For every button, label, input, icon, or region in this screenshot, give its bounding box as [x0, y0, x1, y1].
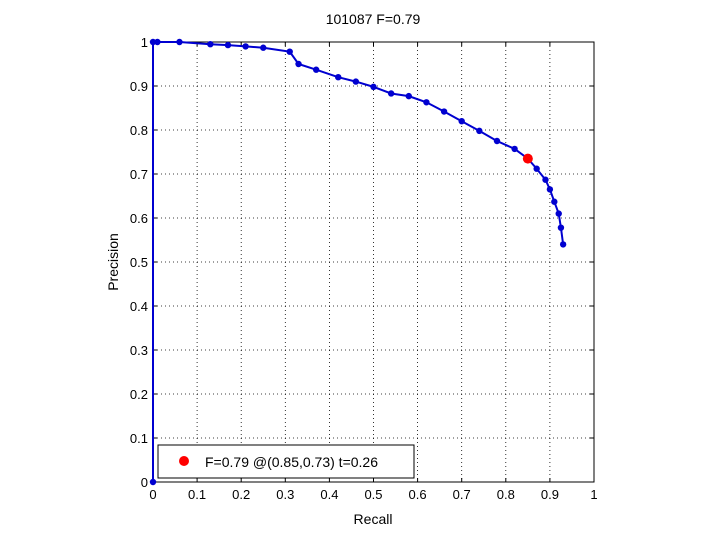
series-layer — [149, 38, 567, 486]
pr-curve-point — [224, 41, 232, 49]
pr-curve-point — [559, 241, 567, 248]
y-tick-label: 0.4 — [130, 299, 148, 314]
pr-curve-point — [149, 38, 157, 46]
x-tick-label: 0.7 — [453, 487, 471, 502]
pr-curve-point — [542, 176, 549, 183]
x-tick-label: 0.1 — [188, 487, 206, 502]
pr-curve-point — [423, 99, 430, 106]
pr-curve-point — [387, 90, 395, 97]
pr-curve-point — [476, 127, 483, 135]
pr-curve-point — [557, 224, 565, 231]
y-axis: 0 0.1 0.2 0.3 0.4 0.5 0.6 0.7 0.8 0.9 1 — [130, 35, 594, 490]
pr-curve-point — [555, 210, 562, 217]
x-tick-label: 0.3 — [276, 487, 294, 502]
pr-curve-point — [176, 38, 183, 46]
y-tick-label: 0 — [141, 475, 148, 490]
legend-label: F=0.79 @(0.85,0.73) t=0.26 — [205, 454, 378, 470]
x-tick-label: 0.9 — [541, 487, 559, 502]
pr-curve-point — [458, 118, 465, 125]
pr-curve-point — [260, 44, 267, 51]
pr-curve-point — [511, 145, 518, 153]
x-axis: 0 0.1 0.2 0.3 0.4 0.5 0.6 0.7 0.8 0.9 1 — [149, 42, 598, 502]
best-f-point — [522, 153, 533, 164]
y-tick-label: 0.6 — [130, 211, 148, 226]
x-tick-label: 0.5 — [364, 487, 382, 502]
x-tick-label: 0.2 — [232, 487, 250, 502]
x-axis-label: Recall — [354, 511, 393, 527]
pr-curve-point — [546, 186, 554, 193]
pr-curve-point — [533, 165, 540, 172]
pr-curve-point — [242, 43, 249, 50]
y-tick-label: 1 — [141, 35, 148, 50]
x-tick-label: 0 — [149, 487, 156, 502]
legend-marker — [179, 456, 189, 466]
legend: F=0.79 @(0.85,0.73) t=0.26 — [157, 444, 415, 479]
pr-curve-point — [493, 137, 501, 145]
chart-title: 101087 F=0.79 — [326, 11, 421, 27]
y-tick-label: 0.2 — [130, 387, 148, 402]
y-tick-label: 0.5 — [130, 255, 148, 270]
pr-curve-point — [312, 66, 320, 73]
pr-curve-point — [295, 60, 302, 68]
pr-curve-point — [154, 38, 161, 46]
x-tick-label: 0.8 — [497, 487, 515, 502]
pr-curve-point — [370, 83, 377, 91]
pr-curve-point — [149, 478, 157, 486]
y-tick-label: 0.9 — [130, 79, 148, 94]
pr-curve-point — [335, 74, 342, 81]
x-tick-label: 0.6 — [409, 487, 427, 502]
y-tick-label: 0.7 — [130, 167, 148, 182]
y-axis-label: Precision — [105, 233, 121, 291]
x-tick-label: 1 — [590, 487, 597, 502]
pr-curve-point — [286, 48, 293, 55]
legend-box — [157, 444, 415, 479]
pr-curve-point — [440, 108, 448, 115]
pr-curve-point — [551, 198, 558, 205]
y-tick-label: 0.1 — [130, 431, 148, 446]
pr-curve-point — [352, 78, 360, 85]
pr-curve-point — [207, 41, 214, 48]
y-tick-label: 0.8 — [130, 123, 148, 138]
x-tick-label: 0.4 — [320, 487, 338, 502]
pr-curve-point — [405, 92, 412, 100]
y-tick-label: 0.3 — [130, 343, 148, 358]
